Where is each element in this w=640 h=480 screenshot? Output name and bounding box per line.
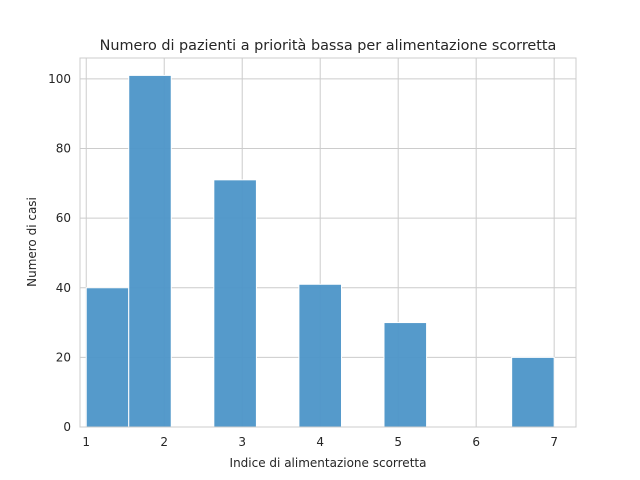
x-tick-label: 2 [160, 435, 168, 449]
plot-frame [79, 57, 577, 428]
x-axis-label: Indice di alimentazione scorretta [230, 456, 427, 470]
histogram-bar [383, 322, 428, 428]
x-tick-labels: 1 2 3 4 5 6 7 [82, 435, 558, 449]
histogram-bar [213, 179, 257, 428]
y-tick-label: 0 [63, 420, 71, 434]
histogram-bar [85, 287, 130, 428]
y-tick-label: 40 [56, 281, 71, 295]
x-tick-label: 6 [472, 435, 480, 449]
y-tick-label: 80 [56, 142, 71, 156]
y-tick-labels: 0 20 40 60 80 100 [48, 72, 71, 434]
x-tick-label: 3 [238, 435, 246, 449]
x-tick-label: 4 [316, 435, 324, 449]
x-tick-label: 5 [394, 435, 402, 449]
x-tick-label: 7 [550, 435, 558, 449]
y-axis-label: Numero di casi [25, 197, 39, 287]
chart-title: Numero di pazienti a priorità bassa per … [100, 38, 557, 54]
histogram-bar [128, 74, 172, 428]
y-tick-label: 20 [56, 350, 71, 364]
y-tick-label: 60 [56, 211, 71, 225]
histogram-bars [85, 74, 555, 428]
x-tick-label: 1 [82, 435, 90, 449]
histogram-bar [298, 283, 342, 428]
histogram-bar [511, 356, 555, 428]
y-tick-label: 100 [48, 72, 71, 86]
